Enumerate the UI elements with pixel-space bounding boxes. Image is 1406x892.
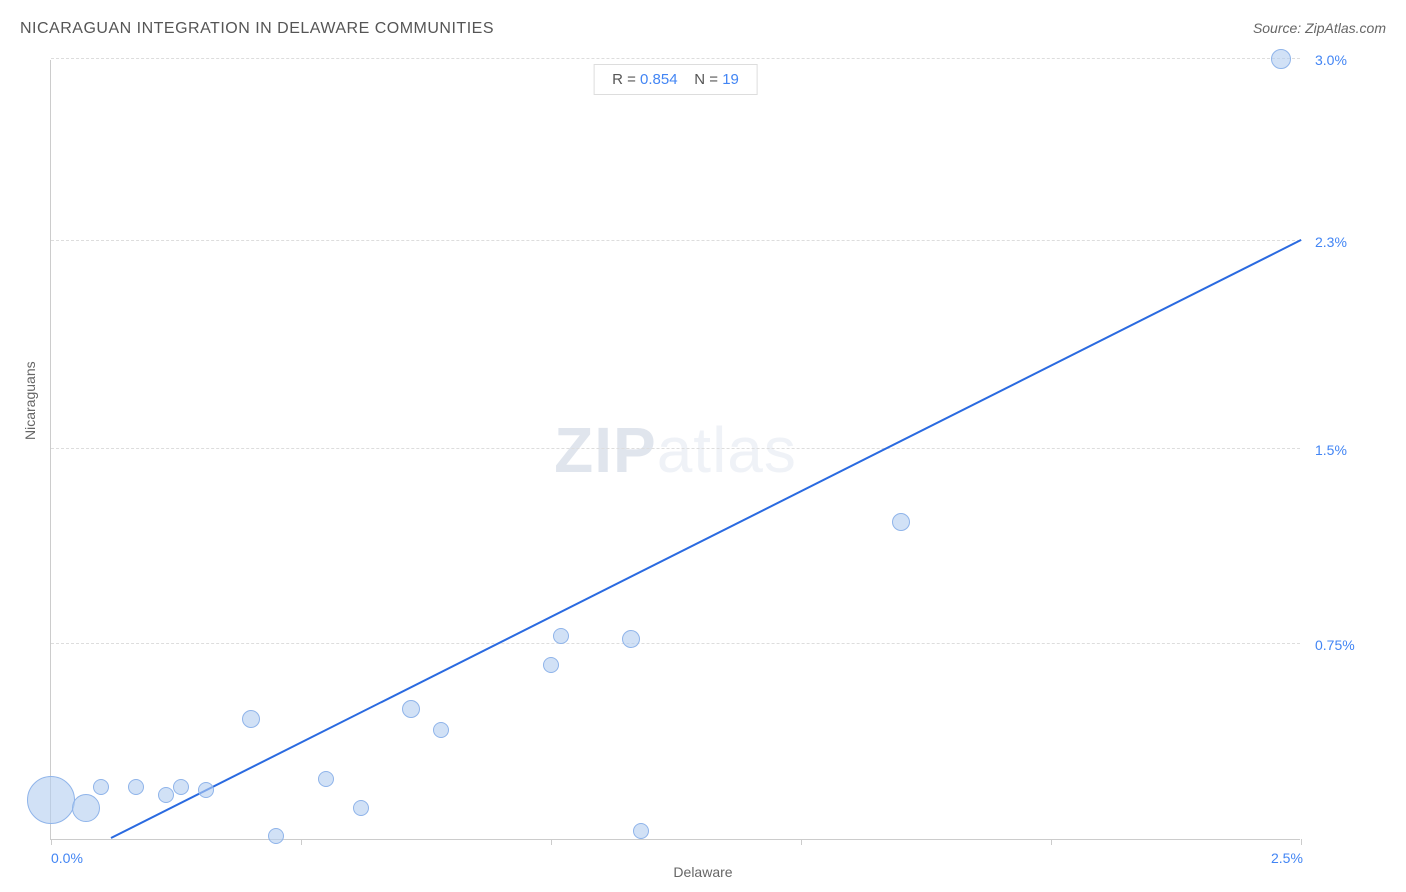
data-point [622, 630, 640, 648]
chart-title: NICARAGUAN INTEGRATION IN DELAWARE COMMU… [20, 20, 494, 37]
x-tick [51, 839, 52, 845]
data-point [353, 800, 369, 816]
y-tick-label: 1.5% [1315, 442, 1347, 458]
r-value: 0.854 [640, 71, 678, 88]
data-point [318, 771, 334, 787]
data-point [633, 823, 649, 839]
data-point [433, 722, 449, 738]
y-tick-label: 3.0% [1315, 52, 1347, 68]
source-attribution: Source: ZipAtlas.com [1253, 20, 1386, 36]
y-axis-label: Nicaraguans [22, 361, 38, 440]
x-tick-label: 2.5% [1271, 850, 1303, 866]
data-point [198, 782, 214, 798]
y-tick-label: 2.3% [1315, 234, 1347, 250]
data-point [268, 828, 284, 844]
data-point [93, 779, 109, 795]
watermark-bold: ZIP [554, 414, 657, 486]
data-point [543, 657, 559, 673]
x-axis-label: Delaware [673, 864, 732, 880]
data-point [158, 787, 174, 803]
data-point [72, 794, 100, 822]
stats-box: R = 0.854 N = 19 [593, 64, 758, 95]
data-point [553, 628, 569, 644]
gridline [51, 58, 1300, 59]
gridline [51, 448, 1300, 449]
gridline [51, 240, 1300, 241]
data-point [242, 710, 260, 728]
x-tick [301, 839, 302, 845]
scatter-plot: ZIPatlas R = 0.854 N = 19 0.75%1.5%2.3%3… [50, 60, 1300, 840]
watermark-light: atlas [657, 414, 797, 486]
x-tick-label: 0.0% [51, 850, 83, 866]
x-tick [1051, 839, 1052, 845]
r-label: R = [612, 71, 636, 88]
watermark: ZIPatlas [554, 413, 797, 487]
gridline [51, 643, 1300, 644]
data-point [892, 513, 910, 531]
data-point [27, 776, 75, 824]
data-point [1271, 49, 1291, 69]
x-tick [801, 839, 802, 845]
n-label: N = [694, 71, 718, 88]
data-point [128, 779, 144, 795]
data-point [402, 700, 420, 718]
x-tick [551, 839, 552, 845]
x-tick [1301, 839, 1302, 845]
data-point [173, 779, 189, 795]
trend-line [111, 239, 1302, 839]
y-tick-label: 0.75% [1315, 637, 1355, 653]
n-value: 19 [722, 71, 739, 88]
